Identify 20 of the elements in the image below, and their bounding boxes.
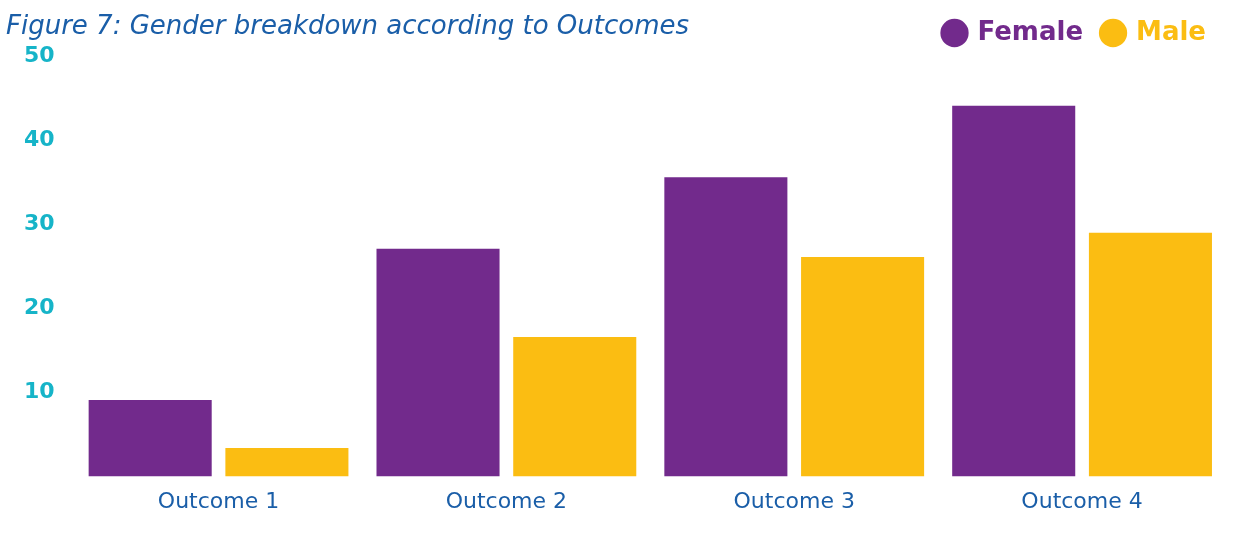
bar <box>376 248 500 477</box>
bar <box>88 400 212 477</box>
x-tick-label: Outcome 3 <box>733 487 855 513</box>
chart-title: Figure 7: Gender breakdown according to Outcomes <box>6 10 690 40</box>
bar <box>1088 232 1212 477</box>
y-tick-label: 30 <box>23 209 55 235</box>
legend-label: Male <box>1136 15 1206 46</box>
bar <box>513 336 637 477</box>
legend-label: Female <box>977 15 1084 46</box>
bar <box>225 448 349 477</box>
bar <box>664 177 788 477</box>
x-tick-label: Outcome 4 <box>1021 487 1143 513</box>
y-tick-label: 10 <box>23 378 55 404</box>
y-tick-label: 50 <box>23 41 55 67</box>
y-tick-label: 20 <box>23 294 55 320</box>
bar <box>801 257 925 477</box>
y-tick-label: 40 <box>23 125 55 151</box>
x-tick-label: Outcome 1 <box>157 487 280 513</box>
bar <box>952 105 1076 477</box>
x-tick-label: Outcome 2 <box>445 487 568 513</box>
